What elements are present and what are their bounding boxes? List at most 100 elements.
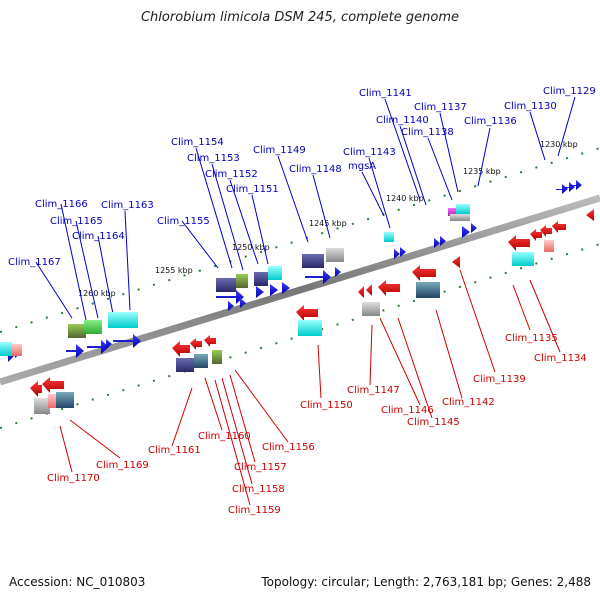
- gene-box: [384, 232, 394, 242]
- gene-arrow: [66, 344, 84, 358]
- gene-box: [236, 274, 248, 288]
- kbp-label: 1260 kbp: [78, 289, 116, 298]
- gene-label: Clim_1136: [464, 116, 517, 127]
- gene-label: Clim_1165: [50, 216, 103, 227]
- gene-label: Clim_1142: [442, 397, 495, 408]
- gene-arrow: [296, 305, 318, 321]
- kbp-label: 1245 kbp: [309, 219, 347, 228]
- gene-box: [416, 282, 440, 298]
- gene-box: [268, 266, 282, 280]
- leader-line: [59, 425, 73, 473]
- leader-line: [251, 194, 269, 265]
- gene-label: Clim_1145: [407, 417, 460, 428]
- leader-line: [181, 220, 219, 269]
- kbp-scale: 1230 kbp 1235 kbp 1240 kbp 1245 kbp 1250…: [78, 140, 578, 298]
- leader-line: [427, 137, 453, 201]
- leader-line: [529, 111, 546, 161]
- gene-label: Clim_1154: [171, 137, 224, 148]
- kbp-label: 1235 kbp: [463, 167, 501, 176]
- reverse-gene-labels: Clim_1134 Clim_1135 Clim_1139 Clim_1142 …: [47, 333, 587, 516]
- leader-line: [75, 220, 99, 319]
- leader-line: [221, 377, 253, 485]
- gene-label: Clim_1141: [359, 88, 412, 99]
- gene-arrow: [260, 284, 278, 296]
- kbp-label: 1255 kbp: [155, 266, 193, 275]
- leader-line: [97, 235, 114, 315]
- gene-arrow: [530, 229, 542, 241]
- leader-line: [214, 379, 251, 506]
- gene-label: Clim_1167: [8, 257, 61, 268]
- gene-label: Clim_1159: [228, 505, 281, 516]
- gene-box: [512, 252, 534, 266]
- gene-box: [48, 394, 58, 408]
- leader-line: [384, 98, 421, 201]
- gene-arrow: [172, 341, 190, 357]
- forward-gene-labels: Clim_1129 Clim_1130 Clim_1136 Clim_1137 …: [8, 86, 596, 268]
- reverse-boxes: [34, 240, 554, 414]
- gene-arrow: [216, 290, 244, 304]
- gene-label: Clim_1140: [376, 115, 429, 126]
- leader-line: [369, 324, 373, 386]
- gene-box: [176, 358, 194, 372]
- gene-arrow: [390, 249, 400, 259]
- gene-label: Clim_1170: [47, 473, 100, 484]
- leader-line: [477, 127, 491, 187]
- gene-arrow: [452, 256, 460, 268]
- gene-arrow: [218, 301, 234, 311]
- gene-box: [108, 312, 138, 328]
- gene-box: [448, 208, 458, 216]
- gene-label: Clim_1148: [289, 164, 342, 175]
- kbp-label: 1230 kbp: [540, 140, 578, 149]
- gene-label: Clim_1134: [534, 353, 587, 364]
- gene-box: [544, 240, 554, 252]
- leader-line: [277, 155, 309, 243]
- gene-label: Clim_1135: [505, 333, 558, 344]
- gene-label: Clim_1130: [504, 101, 557, 112]
- gene-label: Clim_1157: [234, 462, 287, 473]
- gene-label: mgsA: [348, 161, 376, 172]
- leader-line: [459, 269, 496, 373]
- gene-arrow: [366, 284, 372, 296]
- reverse-leaders: [59, 269, 561, 506]
- gene-arrow: [204, 335, 216, 347]
- gene-arrow: [87, 340, 109, 354]
- leader-line: [368, 157, 391, 229]
- gene-box: [362, 302, 380, 316]
- gene-label: Clim_1137: [414, 102, 467, 113]
- gene-arrow: [100, 339, 112, 349]
- leader-line: [229, 374, 256, 463]
- genome-backbone: [0, 194, 600, 386]
- gene-arrow: [552, 221, 566, 233]
- gene-arrow: [246, 286, 264, 298]
- gene-box: [0, 342, 12, 356]
- gene-arrow: [563, 182, 575, 192]
- gene-arrow: [508, 235, 530, 251]
- gene-arrow: [466, 223, 477, 233]
- gene-label: Clim_1158: [232, 484, 285, 495]
- leader-line: [361, 171, 385, 217]
- leader-line: [124, 210, 131, 311]
- leader-line: [60, 203, 87, 321]
- leader-line: [211, 163, 244, 271]
- gene-arrow: [570, 180, 582, 190]
- leader-line: [35, 261, 73, 319]
- leader-line: [439, 112, 459, 193]
- gene-label: Clim_1150: [300, 400, 353, 411]
- gene-arrow: [454, 226, 470, 238]
- gene-label: Clim_1146: [381, 405, 434, 416]
- gene-arrow: [190, 338, 202, 350]
- leader-line: [195, 147, 233, 269]
- forward-genes: [0, 180, 582, 362]
- gene-arrow: [274, 282, 290, 294]
- gene-arrow: [436, 236, 446, 246]
- accession-text: Accession: NC_010803: [9, 575, 146, 589]
- leader-line: [399, 125, 427, 206]
- gene-box: [84, 320, 102, 334]
- gene-arrow: [396, 247, 406, 257]
- gene-box: [56, 392, 74, 408]
- gene-box: [216, 278, 236, 292]
- leader-line: [557, 96, 576, 157]
- gene-arrow: [378, 280, 400, 296]
- forward-leaders: [35, 96, 576, 321]
